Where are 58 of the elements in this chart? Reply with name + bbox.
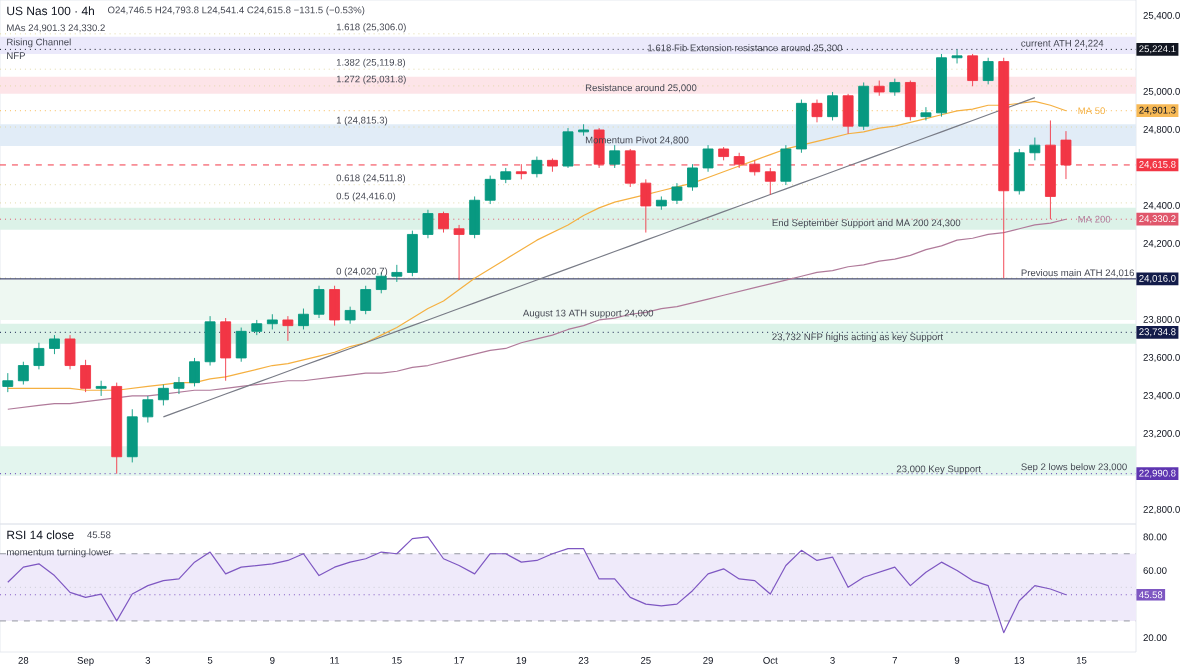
candlestick [982, 57, 994, 85]
candlestick [17, 361, 29, 385]
candlestick [142, 395, 154, 423]
candlestick [920, 106, 932, 121]
candlestick [687, 163, 698, 192]
candlestick [220, 317, 232, 382]
candlestick [796, 99, 807, 154]
candlestick [204, 315, 216, 366]
candlestick [1013, 148, 1025, 195]
candlestick [360, 285, 372, 315]
candlestick [64, 334, 76, 370]
candlestick [235, 327, 247, 363]
candlestick [842, 93, 854, 135]
candlestick [391, 264, 403, 283]
candlestick [406, 230, 418, 277]
candlestick [702, 144, 714, 173]
candlestick [640, 178, 652, 233]
candlestick [329, 285, 340, 327]
candlestick [578, 123, 589, 137]
candlestick [33, 342, 45, 370]
candlestick [80, 359, 92, 393]
candlestick [266, 313, 278, 330]
candlestick [827, 91, 838, 121]
candlestick [469, 196, 481, 239]
candlestick [889, 78, 901, 97]
candlestick [718, 146, 730, 161]
candlestick [313, 285, 325, 319]
candlestick [422, 209, 434, 239]
candlestick [811, 99, 823, 123]
candlestick [453, 224, 465, 281]
candlestick [609, 144, 621, 169]
candlestick [904, 80, 916, 121]
candlestick [967, 53, 979, 87]
candlestick [111, 382, 123, 475]
candlestick [562, 127, 574, 169]
candlestick [873, 80, 885, 97]
candlestick [951, 48, 963, 64]
candlestick [157, 384, 169, 406]
candlestick [251, 319, 263, 336]
candlestick [95, 380, 107, 397]
candlestick [282, 315, 294, 342]
candlestick [936, 53, 947, 118]
candlestick [173, 376, 185, 395]
candlestick [344, 306, 356, 325]
candlestick [484, 175, 496, 205]
candlestick [858, 82, 870, 131]
candlestick [189, 357, 200, 387]
candlestick [126, 408, 138, 463]
candlestick [49, 334, 60, 355]
candlestick [438, 211, 449, 233]
candlestick [655, 196, 667, 211]
candlestick [500, 167, 512, 184]
candlestick [2, 372, 14, 393]
candlestick [671, 182, 683, 205]
candlestick [531, 156, 543, 178]
candlestick [298, 308, 309, 330]
candlestick [780, 144, 792, 186]
candlestick [1029, 137, 1041, 161]
